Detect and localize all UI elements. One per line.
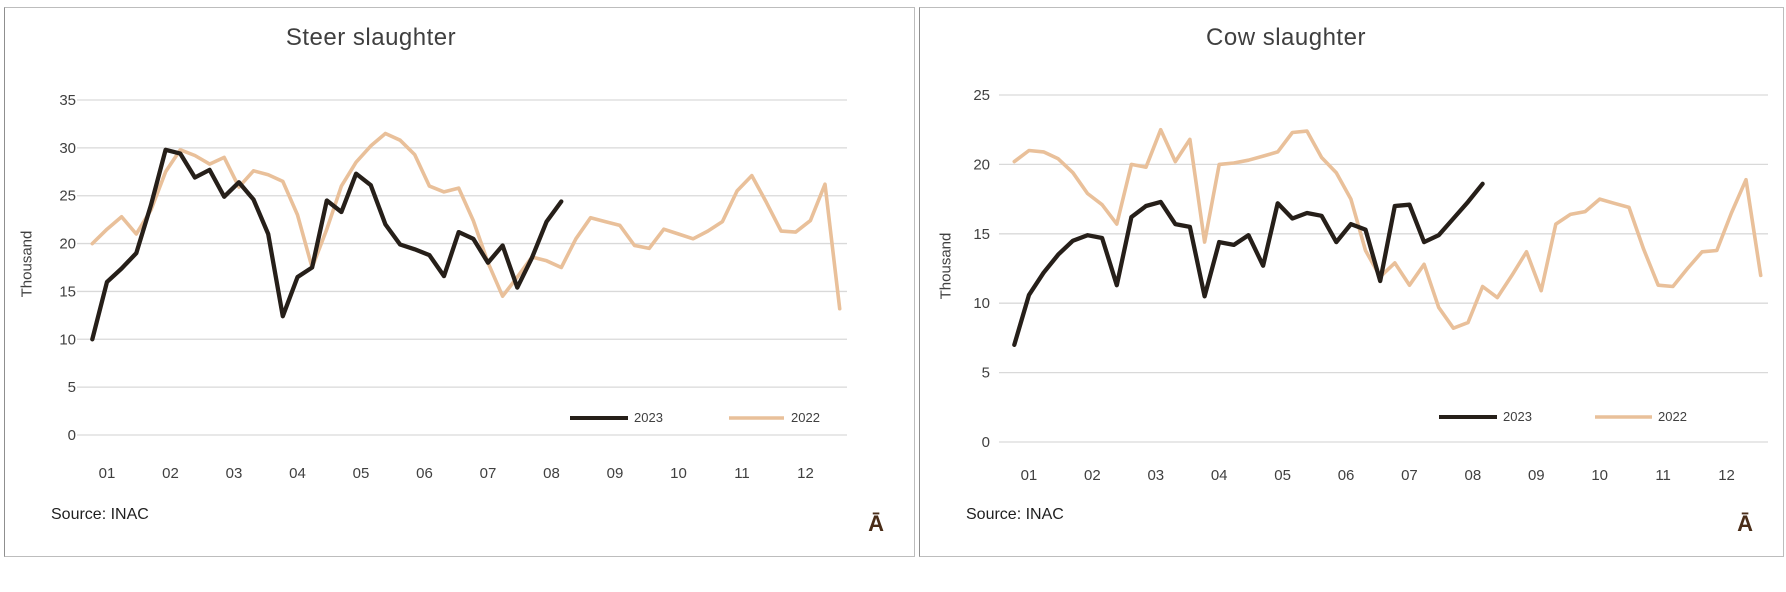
- svg-text:2022: 2022: [791, 410, 820, 425]
- svg-text:01: 01: [99, 465, 116, 482]
- svg-text:10: 10: [59, 331, 76, 348]
- svg-text:15: 15: [973, 226, 990, 243]
- svg-text:04: 04: [289, 465, 306, 482]
- svg-text:07: 07: [1401, 467, 1418, 484]
- svg-text:08: 08: [543, 465, 560, 482]
- svg-text:10: 10: [1591, 467, 1608, 484]
- svg-text:35: 35: [59, 92, 76, 109]
- svg-text:06: 06: [416, 465, 433, 482]
- svg-text:09: 09: [607, 465, 624, 482]
- svg-text:05: 05: [1274, 467, 1291, 484]
- steer-source-note: Source: INAC: [51, 506, 149, 523]
- svg-text:11: 11: [734, 465, 750, 482]
- svg-text:2023: 2023: [634, 410, 663, 425]
- svg-text:02: 02: [1084, 467, 1101, 484]
- svg-text:11: 11: [1655, 467, 1671, 484]
- svg-text:12: 12: [1718, 467, 1735, 484]
- svg-text:07: 07: [480, 465, 497, 482]
- svg-text:5: 5: [982, 365, 990, 382]
- svg-text:04: 04: [1211, 467, 1228, 484]
- svg-text:25: 25: [59, 188, 76, 205]
- svg-text:10: 10: [973, 295, 990, 312]
- svg-text:06: 06: [1338, 467, 1355, 484]
- svg-text:25: 25: [973, 87, 990, 104]
- svg-text:03: 03: [226, 465, 243, 482]
- cow-corner-glyph: Ā: [1737, 511, 1753, 536]
- svg-text:08: 08: [1465, 467, 1482, 484]
- svg-text:5: 5: [68, 379, 76, 396]
- svg-text:03: 03: [1147, 467, 1164, 484]
- svg-text:01: 01: [1021, 467, 1038, 484]
- svg-text:05: 05: [353, 465, 370, 482]
- steer-chart-title: Steer slaughter: [285, 24, 457, 51]
- svg-text:15: 15: [59, 283, 76, 300]
- svg-text:02: 02: [162, 465, 179, 482]
- svg-text:09: 09: [1528, 467, 1545, 484]
- steer-corner-glyph: Ā: [868, 511, 884, 536]
- steer-chart-panel: Steer slaughter Thousand 0 5 10 15 20 25 30 35 0…: [4, 7, 915, 557]
- svg-text:20: 20: [973, 156, 990, 173]
- svg-text:0: 0: [68, 427, 76, 444]
- cow-chart-panel: Cow slaughter Thousand 0 5 10 15 20 25 01 02 03 0…: [919, 7, 1784, 557]
- svg-text:2023: 2023: [1503, 409, 1532, 424]
- cow-source-note: Source: INAC: [966, 506, 1064, 523]
- svg-text:30: 30: [59, 140, 76, 157]
- svg-text:0: 0: [982, 434, 990, 451]
- cow-chart-title: Cow slaughter: [1206, 24, 1366, 51]
- svg-text:2022: 2022: [1658, 409, 1687, 424]
- svg-text:10: 10: [670, 465, 687, 482]
- svg-text:12: 12: [797, 465, 814, 482]
- svg-text:20: 20: [59, 236, 76, 253]
